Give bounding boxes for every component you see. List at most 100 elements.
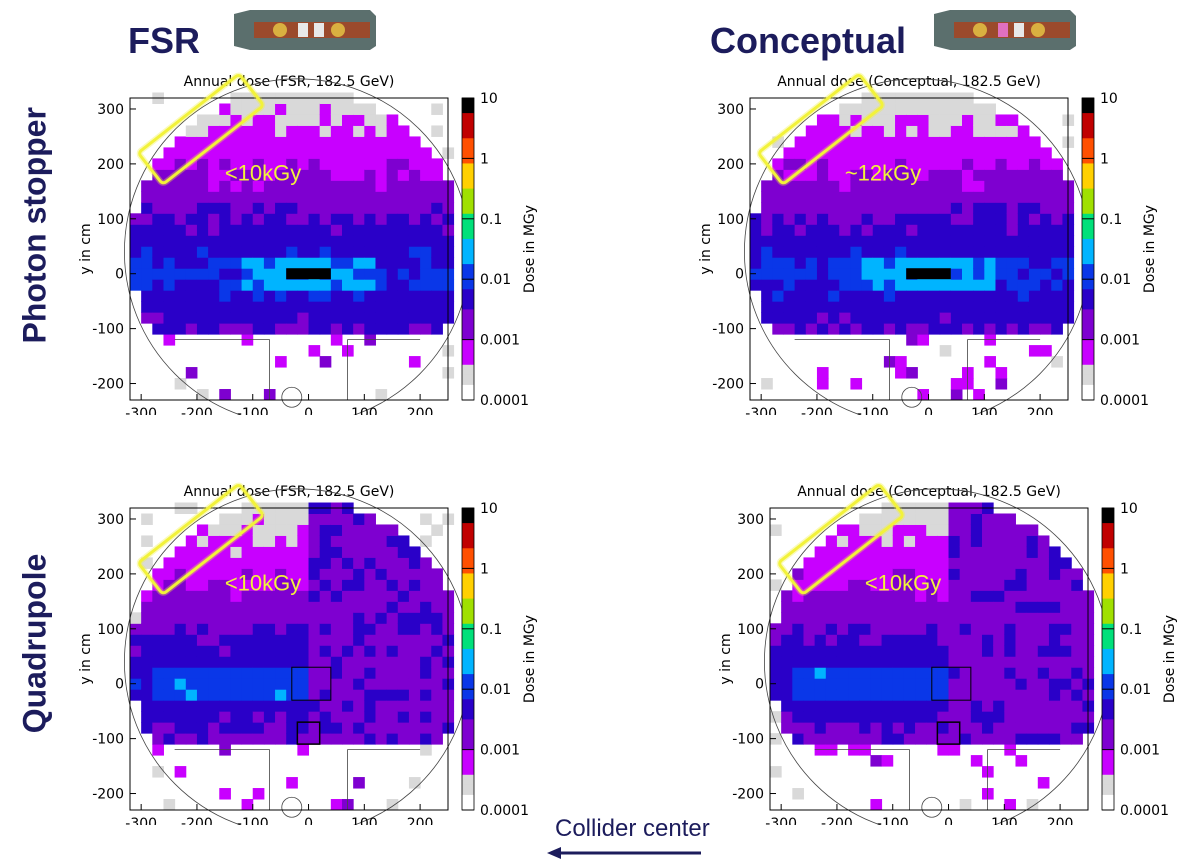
heatmap-cell [984,312,996,324]
heatmap-cell [1028,268,1041,280]
heatmap-cell [330,557,343,569]
heatmap-cell [230,733,243,745]
heatmap-cell [342,513,354,525]
heatmap-cell [1004,590,1016,602]
heatmap-cell [241,213,254,225]
heatmap-cell [1071,645,1083,657]
heatmap-cell [937,557,950,569]
heatmap-cell [319,114,332,126]
heatmap-cell [185,700,198,712]
heatmap-cell [950,389,963,401]
heatmap-cell [252,722,265,734]
heatmap-cell [761,279,773,291]
heatmap-cell [1004,700,1016,712]
heatmap-cell [353,689,365,701]
heatmap-cell [330,656,343,668]
heatmap-cell [794,169,807,181]
heatmap-cell [928,312,941,324]
heatmap-cell [408,557,421,569]
heatmap-cell [1006,202,1019,214]
heatmap-cell [861,180,874,192]
heatmap-cell [1015,579,1028,591]
heatmap-cell [342,147,354,159]
heatmap-cell [252,579,265,591]
dose-annotation: <10kGy [225,570,301,595]
heatmap-cell [883,279,896,291]
heatmap-cell [970,733,983,745]
heatmap-cell [839,158,851,170]
heatmap-cell [816,213,829,225]
heatmap-cell [431,700,443,712]
heatmap-cell [219,180,231,192]
heatmap-cell [870,524,883,536]
colorbar-label: Dose in MGy [522,615,538,703]
heatmap-cell [319,169,332,181]
quad-outline [931,666,972,701]
heatmap-cell [163,301,176,313]
heatmap-cell [982,656,994,668]
heatmap-cell [275,169,287,181]
heatmap-cell [152,744,164,756]
colorbar-tick-label: 0.001 [480,333,520,349]
y-tick-label: 300 [97,512,124,528]
heatmap-cell [241,125,254,137]
heatmap-cell [196,601,209,613]
heatmap-cell [263,634,276,646]
heatmap-cell [185,235,198,247]
heatmap-cell [275,645,287,657]
heatmap-cell [364,268,376,280]
heatmap-cell [1051,235,1063,247]
heatmap-cell [761,202,773,214]
heatmap-cell [397,557,410,569]
heatmap-cell [892,689,905,701]
heatmap-cell [185,557,198,569]
heatmap-cell [252,601,265,613]
heatmap-cell [386,202,399,214]
heatmap-cell [163,557,176,569]
heatmap-cell [895,323,907,335]
heatmap-cell [353,601,365,613]
heatmap-cell [152,290,164,302]
heatmap-cell [252,235,265,247]
heatmap-cell [984,301,996,313]
heatmap-cell [859,513,871,525]
heatmap-cell [275,301,287,313]
y-tick-label: 100 [717,212,744,228]
heatmap-cell [962,169,974,181]
heatmap-cell [386,301,399,313]
heatmap-cell [308,290,321,302]
heatmap-cell [252,645,265,657]
heatmap-cell [950,323,963,335]
heatmap-cell [408,268,421,280]
heatmap-cell [1015,700,1028,712]
heatmap-cell [950,114,963,126]
heatmap-cell [1040,246,1052,258]
heatmap-cell [353,290,365,302]
heatmap-cell [219,103,231,115]
heatmap-cell [761,301,773,313]
heatmap-cell [252,202,265,214]
heatmap-cell [792,700,804,712]
heatmap-cell [286,524,298,536]
heatmap-cell [982,579,994,591]
heatmap-cell [859,678,871,690]
highlight-box [756,72,886,186]
heatmap-cell [895,367,907,379]
heatmap-cell [939,290,952,302]
heatmap-cell [895,224,907,236]
heatmap-cell [230,136,243,148]
heatmap-cell [308,301,321,313]
heatmap-cell [906,367,918,379]
heatmap-cell [408,634,421,646]
heatmap-cell [982,535,994,547]
heatmap-cell [185,158,198,170]
heatmap-cell [814,700,827,712]
heatmap-cell [241,623,254,635]
heatmap-cell [230,612,243,624]
heatmap-cell [883,180,896,192]
heatmap-cell [163,579,176,591]
heatmap-cell [174,290,187,302]
heatmap-cell [263,623,276,635]
heatmap-cell [839,224,851,236]
heatmap-cell [297,312,310,324]
